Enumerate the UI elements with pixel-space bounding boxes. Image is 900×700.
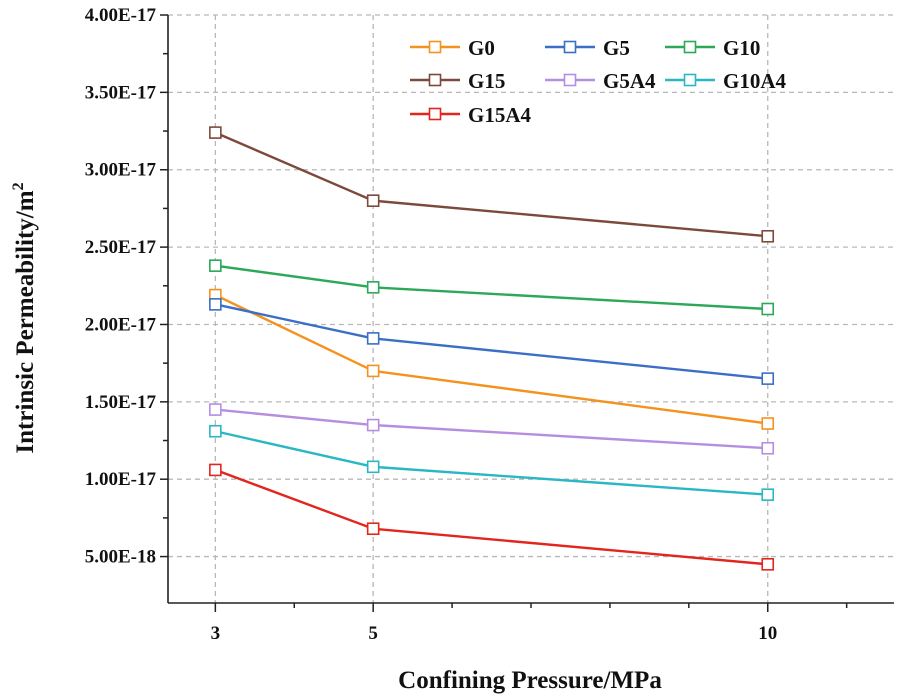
data-point xyxy=(761,372,775,385)
legend: G0 G5 G10 G15 G5A4 G10A4 G15A4 xyxy=(410,36,787,127)
x-axis-title: Confining Pressure/MPa xyxy=(398,667,662,694)
y-tick-label: 2.00E-17 xyxy=(85,314,157,335)
series-line xyxy=(214,131,768,238)
axis-ticks: 3 5 10 5.00E-18 1.00E-17 1.50E-17 2.00E-17 2.50… xyxy=(85,5,848,644)
x-tick-label: 10 xyxy=(758,623,777,644)
series-g15 xyxy=(209,126,775,243)
legend-label: G10 xyxy=(723,36,760,60)
legend-label: G10A4 xyxy=(723,69,787,93)
legend-label: G5A4 xyxy=(603,69,656,93)
x-tick-label: 5 xyxy=(368,623,378,644)
legend-item-g10a4: G10A4 xyxy=(665,69,787,93)
data-point xyxy=(761,417,775,430)
y-tick-label: 4.00E-17 xyxy=(85,5,157,26)
data-point xyxy=(761,488,775,501)
data-point xyxy=(209,298,222,311)
legend-marker xyxy=(683,73,697,87)
series-g10 xyxy=(209,259,775,316)
legend-marker xyxy=(563,40,577,54)
data-point xyxy=(761,302,775,316)
data-point xyxy=(209,463,222,477)
data-point xyxy=(366,418,380,432)
legend-item-g10: G10 xyxy=(665,36,760,60)
series-line xyxy=(214,468,768,566)
data-point xyxy=(761,558,775,571)
legend-item-g15: G15 xyxy=(410,69,505,93)
series-line xyxy=(214,293,768,425)
series-g10a4 xyxy=(209,424,775,501)
data-point xyxy=(366,281,380,294)
data-point xyxy=(209,403,222,416)
legend-label: G15A4 xyxy=(468,103,532,127)
grid-lines xyxy=(168,14,894,603)
y-tick-label: 1.00E-17 xyxy=(85,469,157,490)
axes xyxy=(167,15,894,604)
legend-item-g5: G5 xyxy=(545,36,630,60)
y-tick-label: 2.50E-17 xyxy=(85,237,157,258)
legend-marker xyxy=(428,73,442,87)
legend-marker xyxy=(428,40,442,54)
series-lines xyxy=(209,126,775,571)
data-point xyxy=(366,364,380,378)
y-axis-title-text: Intrinsic Permeability/m xyxy=(12,190,39,453)
legend-label: G15 xyxy=(468,69,505,93)
data-point xyxy=(761,229,775,243)
y-tick-label: 1.50E-17 xyxy=(85,392,157,413)
data-point xyxy=(209,259,222,272)
data-point xyxy=(209,126,222,139)
legend-label: G5 xyxy=(603,36,630,60)
series-line xyxy=(215,430,768,496)
x-tick-label: 3 xyxy=(211,623,221,644)
y-tick-label: 3.00E-17 xyxy=(85,160,157,181)
series-g5 xyxy=(209,298,775,385)
series-line xyxy=(215,408,768,450)
y-axis-title: Intrinsic Permeability/m2 xyxy=(10,182,39,453)
legend-item-g5a4: G5A4 xyxy=(545,69,656,93)
data-point xyxy=(366,460,380,474)
y-tick-label: 5.00E-18 xyxy=(85,547,156,568)
legend-item-g0: G0 xyxy=(410,36,495,60)
data-point xyxy=(761,441,775,455)
series-line xyxy=(215,303,768,380)
series-line xyxy=(215,264,768,311)
legend-item-g15a4: G15A4 xyxy=(410,103,532,127)
data-point xyxy=(366,194,380,207)
legend-marker xyxy=(563,73,577,87)
series-g5a4 xyxy=(209,403,775,455)
legend-marker xyxy=(428,107,442,121)
legend-marker xyxy=(683,40,697,54)
series-g15a4 xyxy=(209,463,775,571)
legend-label: G0 xyxy=(468,36,495,60)
series-g0 xyxy=(209,288,775,430)
y-tick-label: 3.50E-17 xyxy=(85,82,157,103)
data-point xyxy=(209,424,222,438)
data-point xyxy=(366,332,380,345)
data-point xyxy=(366,522,380,536)
y-axis-title-superscript: 2 xyxy=(10,182,27,190)
